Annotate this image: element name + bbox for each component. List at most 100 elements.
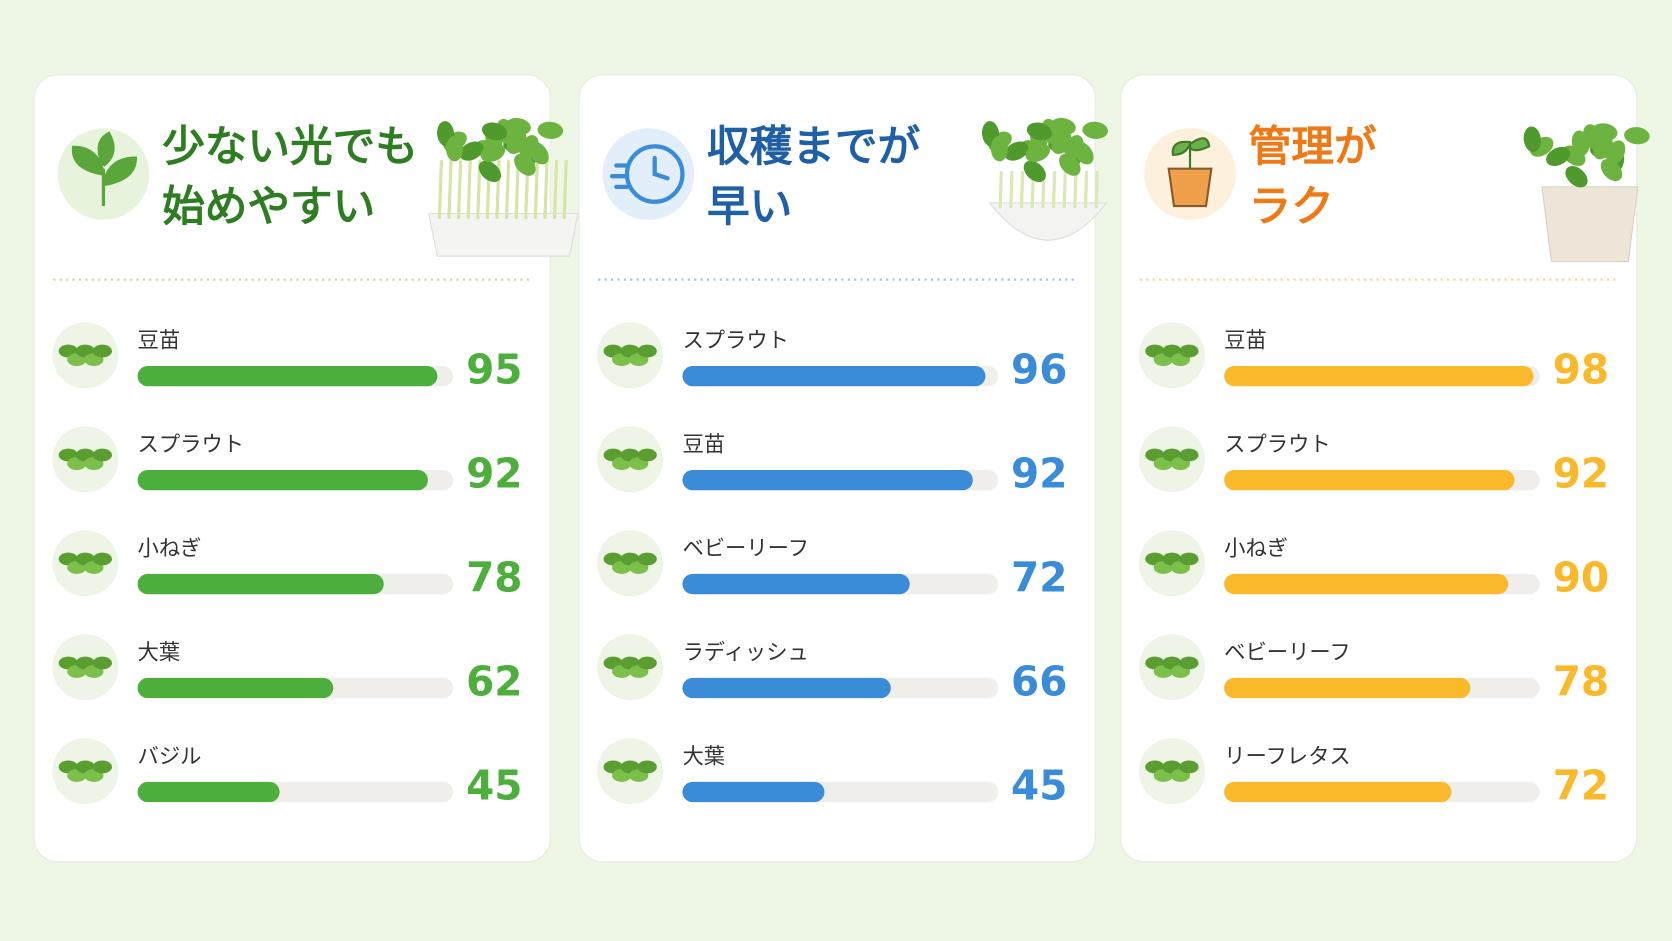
bar [1224,573,1509,595]
leaf [537,121,564,139]
value-label: 92 [1011,449,1067,497]
bowl [988,202,1108,241]
stem [1009,170,1014,209]
bar [137,366,438,387]
leaf [1004,141,1029,161]
bar [682,573,910,595]
category-label: 小ねぎ [138,536,202,561]
stem [1083,170,1089,209]
category-label: ベビーリーフ [682,536,809,561]
stem [552,160,559,219]
card-title: 収穫までが [707,122,921,172]
category-label: リーフレタス [1224,744,1351,769]
leaf [1023,160,1046,183]
leaf [1025,143,1050,162]
card [578,74,1096,863]
thumb-leaf [637,344,657,358]
category-label: スプラウト [138,432,245,457]
bar [682,781,825,803]
thumb-leaf [1179,448,1199,462]
value-label: 95 [466,345,522,393]
bar [682,366,986,387]
leaf [1059,153,1081,176]
stem [514,160,520,219]
value-label: 72 [1011,553,1067,601]
card [33,74,551,863]
leaf [1600,159,1623,182]
bar [1224,677,1471,699]
thumb-leaf [637,552,657,566]
bar [137,677,334,699]
category-label: バジル [138,744,202,769]
category-label: スプラウト [1224,432,1331,457]
thumb-leaf [1179,656,1199,670]
leaf [506,130,527,155]
thumb-leaf [1179,760,1199,774]
leaf [478,160,501,183]
icon-hands [609,155,670,189]
thumb-leaf [92,760,112,774]
leaf [1523,126,1541,152]
plant-illustration [981,117,1108,241]
leaf [505,117,531,136]
value-label: 78 [1553,657,1609,705]
value-label: 45 [1011,761,1067,809]
category-label: 豆苗 [682,432,725,457]
icon-leaf [71,131,138,207]
value-label: 45 [466,761,522,809]
plant-illustration [428,117,579,257]
leaf [1072,141,1094,165]
card-title: 始めやすい [162,182,375,232]
bar [137,573,384,595]
leaf [481,122,508,141]
bar [682,677,891,699]
stem [504,160,511,219]
thumb-leaf [1179,552,1199,566]
bar [137,469,428,491]
stem [998,170,1003,209]
category-label: 大葉 [138,640,181,665]
category-label: ベビーリーフ [1224,640,1351,665]
stem [1051,170,1057,209]
category-label: スプラウト [682,328,789,353]
stem [562,160,568,219]
leaf [1082,121,1108,139]
value-label: 92 [466,449,522,497]
stem [543,160,549,219]
category-label: 豆苗 [1224,328,1267,353]
tray [428,212,579,257]
thumb-leaf [637,448,657,462]
value-label: 90 [1553,553,1609,601]
stem [1062,170,1067,209]
thumb-leaf [92,448,112,462]
icon-clock [624,144,685,204]
card-title: 早い [707,182,792,232]
value-label: 96 [1011,345,1067,393]
stem [533,160,540,219]
bar [1224,781,1452,803]
value-label: 98 [1553,345,1609,393]
thumb-leaf [92,656,112,670]
bar [1224,469,1515,491]
category-label: 大葉 [682,744,725,769]
value-label: 78 [466,553,522,601]
leaf [480,143,506,162]
category-label: 小ねぎ [1224,536,1288,561]
bar [1224,366,1534,387]
category-label: ラディッシュ [682,640,808,665]
leaf [1592,123,1618,141]
card-title: 少ない光でも [162,122,418,172]
icon-sprout [1171,137,1211,169]
stem [437,160,444,219]
leaf [445,135,464,162]
icon-pot [1167,167,1213,208]
leaf [1565,166,1588,188]
stem [447,160,453,219]
card [1120,74,1638,863]
value-label: 62 [466,657,522,705]
leaf [1546,146,1571,167]
stem [1019,170,1025,209]
thumb-leaf [92,344,112,358]
